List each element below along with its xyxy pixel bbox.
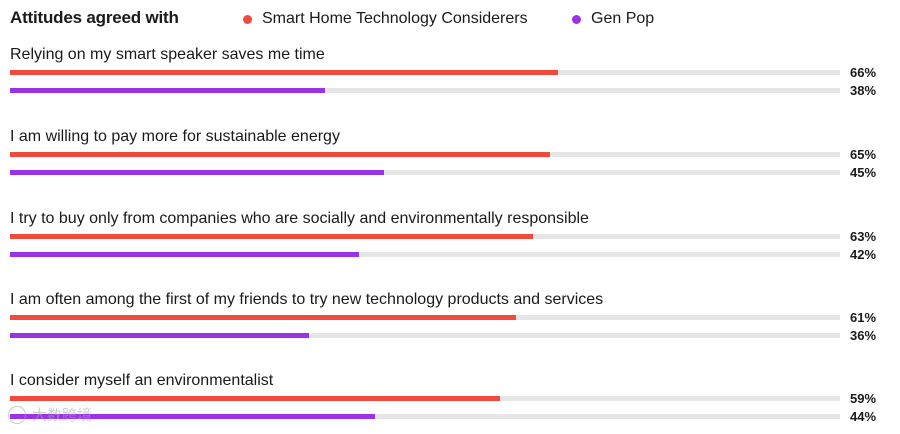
bar-gen-pop xyxy=(10,414,376,419)
value-label-gen-pop: 44% xyxy=(850,409,877,424)
legend-label-smart-home: Smart Home Technology Considerers xyxy=(262,10,528,27)
value-label-smart-home: 61% xyxy=(850,310,877,325)
value-label-smart-home: 59% xyxy=(850,391,877,406)
value-label-gen-pop: 42% xyxy=(850,247,877,262)
legend-item-smart-home: Smart Home Technology Considerers xyxy=(243,10,528,28)
bar-gen-pop xyxy=(10,170,384,175)
attitude-group: I consider myself an environmentalist 59%… xyxy=(10,372,890,424)
legend-item-gen-pop: Gen Pop xyxy=(572,10,654,28)
bar-track xyxy=(10,414,840,419)
bar-smart-home xyxy=(10,152,550,157)
chart-header: Attitudes agreed with Smart Home Technol… xyxy=(10,8,890,30)
bar-track xyxy=(10,88,840,93)
bar-track xyxy=(10,234,840,239)
legend-dot-smart-home xyxy=(243,14,252,24)
legend-label-gen-pop: Gen Pop xyxy=(591,10,655,27)
bar-smart-home xyxy=(10,315,517,320)
bar-track xyxy=(10,315,840,320)
watermark-logo-icon xyxy=(8,405,26,424)
category-label: Relying on my smart speaker saves me tim… xyxy=(10,46,325,63)
value-label-gen-pop: 36% xyxy=(850,328,877,343)
value-label-smart-home: 66% xyxy=(850,65,877,80)
attitude-group: Relying on my smart speaker saves me tim… xyxy=(10,46,890,98)
bar-smart-home xyxy=(10,234,533,239)
value-label-smart-home: 65% xyxy=(850,147,877,162)
value-label-smart-home: 63% xyxy=(850,229,877,244)
category-label: I am often among the first of my friends… xyxy=(10,291,604,308)
bar-track xyxy=(10,70,840,75)
watermark: 大数跨境 xyxy=(8,404,92,425)
bar-track xyxy=(10,396,840,401)
bar-gen-pop xyxy=(10,333,309,338)
category-label: I try to buy only from companies who are… xyxy=(10,210,589,227)
bar-track xyxy=(10,333,840,338)
bar-gen-pop xyxy=(10,252,359,257)
value-label-gen-pop: 38% xyxy=(850,83,877,98)
value-label-gen-pop: 45% xyxy=(850,165,877,180)
category-label: I consider myself an environmentalist xyxy=(10,372,274,389)
bar-gen-pop xyxy=(10,88,326,93)
bar-track xyxy=(10,252,840,257)
bar-track xyxy=(10,152,840,157)
bar-track xyxy=(10,170,840,175)
bar-smart-home xyxy=(10,70,558,75)
attitude-group: I am often among the first of my friends… xyxy=(10,291,890,343)
legend-dot-gen-pop xyxy=(572,14,581,24)
attitude-group: I am willing to pay more for sustainable… xyxy=(10,128,890,180)
bar-smart-home xyxy=(10,396,500,401)
attitude-group: I try to buy only from companies who are… xyxy=(10,210,890,262)
watermark-text: 大数跨境 xyxy=(32,407,93,424)
chart-title: Attitudes agreed with xyxy=(10,8,179,27)
category-label: I am willing to pay more for sustainable… xyxy=(10,128,340,145)
